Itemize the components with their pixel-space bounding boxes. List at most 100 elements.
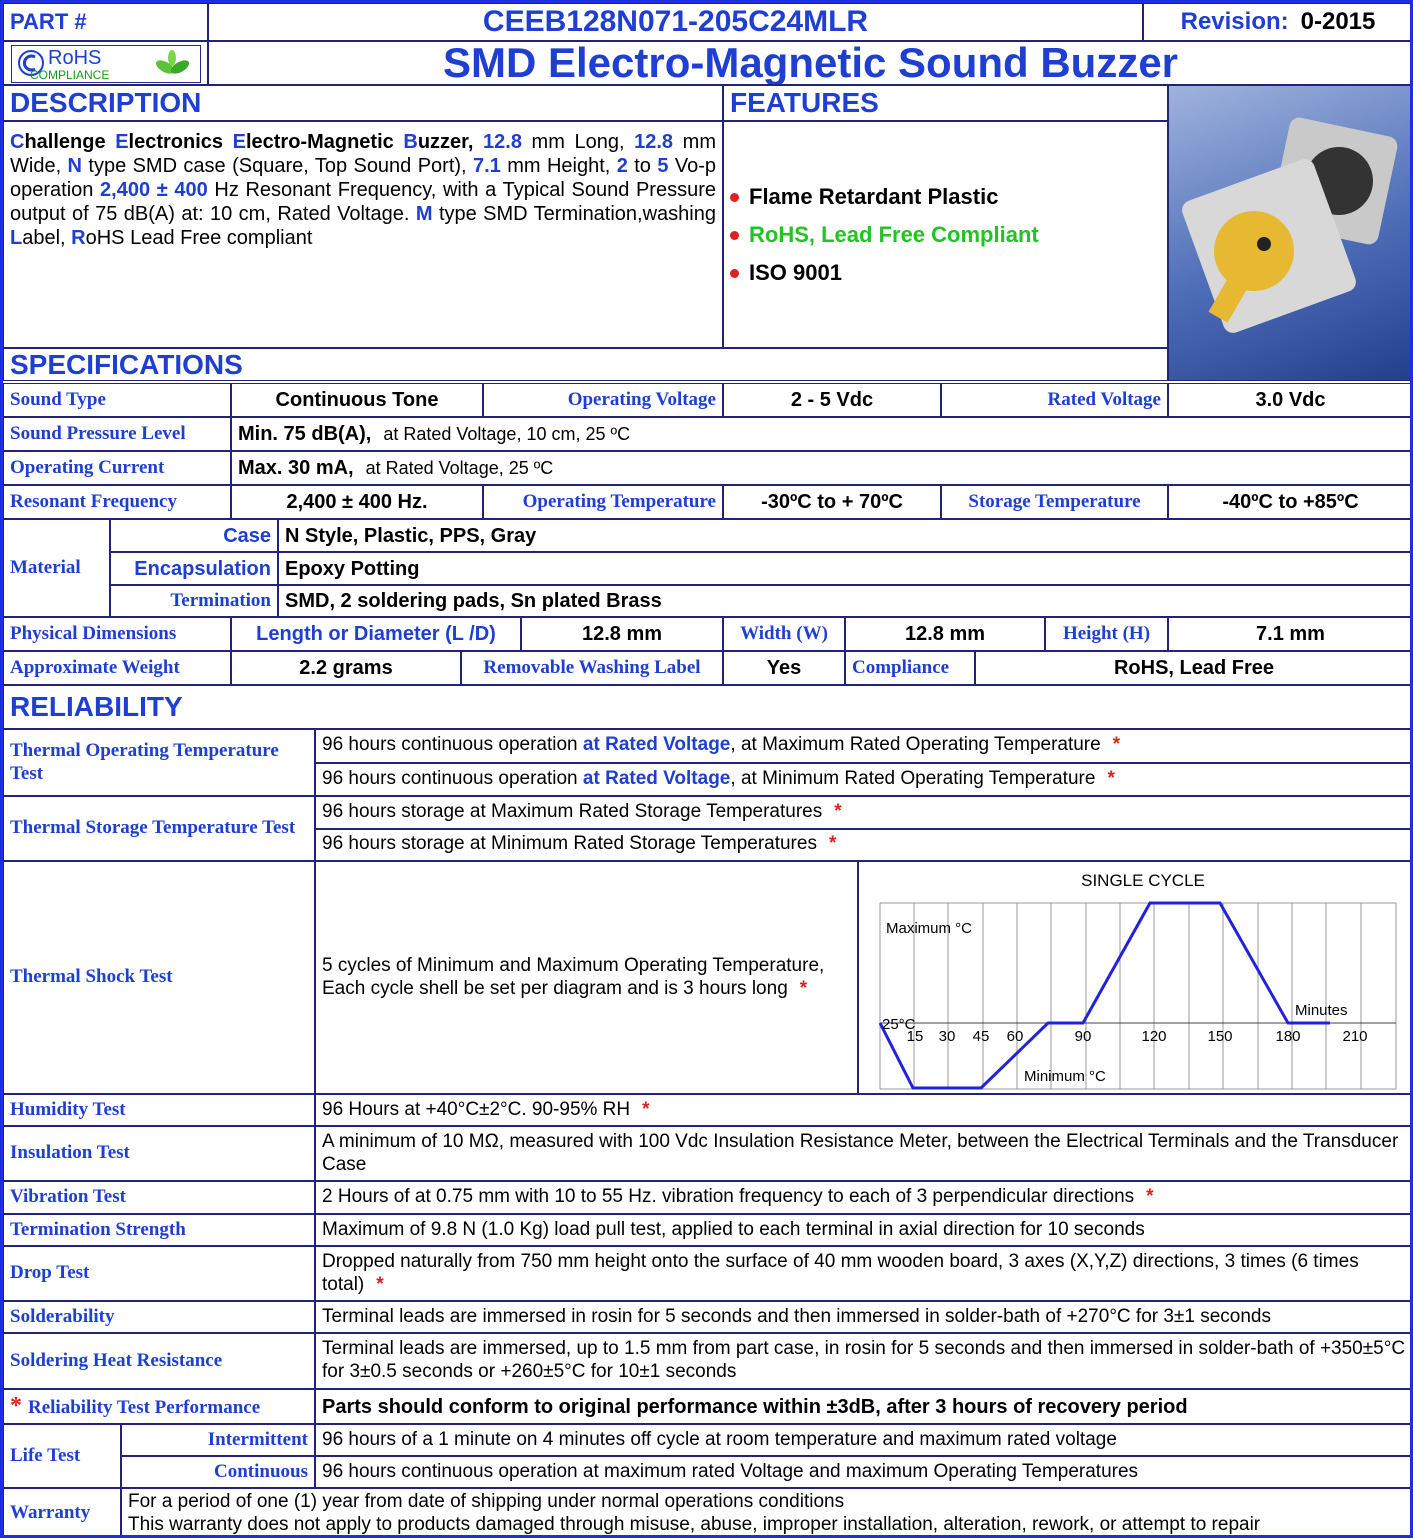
description-text: type SMD case (Square, Top Sound Port), [82, 155, 473, 177]
part-number: CEEB128N071-205C24MLR [208, 3, 1143, 41]
spec-cell-text: Approximate Weight [10, 657, 180, 678]
spec-cell-text: 2 - 5 Vdc [791, 389, 873, 411]
spec-cell-text: Rated Voltage [1048, 389, 1161, 410]
spec-cell-text: 2.2 grams [299, 657, 392, 679]
spec-cell-text: Storage Temperature [968, 491, 1140, 512]
life-text-content: 96 hours continuous operation at maximum… [322, 1461, 1406, 1484]
spec-cell-content: RoHS, Lead Free [982, 656, 1406, 680]
spec-cell-content: Resonant Frequency [10, 491, 224, 514]
test-condition: 96 hours continuous operation at Rated V… [315, 729, 1413, 763]
spec-cell-content: Compliance [852, 657, 968, 680]
spec-cell-content: 2.2 grams [238, 656, 454, 680]
life-sub-label: Continuous [121, 1456, 315, 1488]
section-heading: SPECIFICATIONS [3, 348, 1168, 381]
doc-title-text: SMD Electro-Magnetic Sound Buzzer [443, 41, 1178, 85]
performance-label-text: * [10, 1393, 22, 1419]
test-name-text: Humidity Test [10, 1099, 126, 1120]
spec-cell-content: Operating Temperature [490, 491, 716, 514]
description-text: R [71, 227, 85, 249]
test-name-text: Thermal Shock Test [10, 966, 173, 987]
description-text: E [233, 131, 246, 153]
material-sub-label-text: Encapsulation [134, 558, 271, 580]
test-condition-text: at Rated Voltage [583, 734, 730, 755]
section-heading: FEATURES [723, 85, 1168, 121]
test-condition-content: Terminal leads are immersed, up to 1.5 m… [322, 1338, 1406, 1384]
description-text: E [115, 131, 128, 153]
spec-cell-text: 12.8 mm [905, 623, 985, 645]
spec-cell-text: Sound Type [10, 389, 106, 410]
test-name-text: Vibration Test [10, 1186, 126, 1207]
test-condition-text: * [800, 978, 807, 999]
description-text: 5 [657, 155, 668, 177]
spec-cell-content: Min. 75 dB(A),at Rated Voltage, 10 cm, 2… [238, 422, 1406, 446]
rohs-logo: RoHS COMPLIANCE [11, 45, 201, 83]
spec-cell-text: Compliance [852, 657, 949, 678]
section-heading-text: SPECIFICATIONS [10, 349, 243, 380]
test-condition-text: 5 cycles of Minimum and Maximum Operatin… [322, 955, 824, 999]
spec-cell-text: Physical Dimensions [10, 623, 176, 644]
description-text: N [68, 155, 82, 177]
description-text: lectro-Magnetic [246, 131, 403, 153]
test-condition: Terminal leads are immersed, up to 1.5 m… [315, 1333, 1413, 1389]
spec-cell: Operating Current [3, 451, 231, 485]
test-name-content: Drop Test [10, 1262, 308, 1285]
unit-label: Minutes [1295, 1002, 1348, 1019]
test-condition-text: 96 hours continuous operation [322, 768, 583, 789]
spec-cell-text: Removable Washing Label [483, 657, 700, 678]
test-condition-text: * [829, 833, 836, 854]
test-condition-text: , at Minimum Rated Operating Temperature [730, 768, 1095, 789]
description-text: to [628, 155, 657, 177]
test-condition-content: 5 cycles of Minimum and Maximum Operatin… [322, 955, 851, 1001]
test-condition-content: Dropped naturally from 750 mm height ont… [322, 1251, 1406, 1297]
test-condition-content: 96 hours storage at Minimum Rated Storag… [322, 833, 1406, 856]
test-condition-text: Maximum of 9.8 N (1.0 Kg) load pull test… [322, 1219, 1145, 1240]
revision-text: Revision: [1181, 8, 1289, 35]
spec-cell-text: at Rated Voltage, 10 cm, 25 ºC [383, 424, 630, 444]
spec-cell-content: Approximate Weight [10, 657, 224, 680]
feature-text: ISO 9001 [749, 260, 842, 285]
test-name-text: Insulation Test [10, 1142, 130, 1163]
life-sub-label-content: Continuous [128, 1461, 308, 1484]
test-name-content: Insulation Test [10, 1142, 308, 1165]
spec-cell: Compliance [845, 651, 975, 685]
life-sub-label-content: Intermittent [128, 1429, 308, 1452]
test-condition-text: , at Maximum Rated Operating Temperature [730, 734, 1100, 755]
spec-cell-content: 7.1 mm [1175, 622, 1406, 646]
spec-cell: -30ºC to + 70ºC [723, 485, 941, 519]
spec-cell-content: -40ºC to +85ºC [1175, 490, 1406, 514]
spec-cell-content: Sound Pressure Level [10, 423, 224, 446]
test-name: Soldering Heat Resistance [3, 1333, 315, 1389]
spec-cell: Yes [723, 651, 845, 685]
product-photo [1169, 86, 1412, 380]
spec-cell-content: Storage Temperature [948, 491, 1161, 514]
spec-cell: Length or Diameter (L /D) [231, 617, 521, 651]
spec-cell: 12.8 mm [845, 617, 1045, 651]
spec-cell-content: Removable Washing Label [468, 657, 716, 680]
spec-cell: 3.0 Vdc [1168, 383, 1413, 417]
tick-label: 90 [1075, 1028, 1092, 1045]
spec-cell: Width (W) [723, 617, 845, 651]
performance-label-content: *Reliability Test Performance [10, 1392, 308, 1421]
test-condition-content: 2 Hours of at 0.75 mm with 10 to 55 Hz. … [322, 1186, 1406, 1209]
spec-cell-content: Operating Voltage [490, 389, 716, 412]
spec-cell: Sound Pressure Level [3, 417, 231, 451]
section-heading-text: DESCRIPTION [10, 87, 201, 118]
leaf-icon [152, 47, 192, 81]
spec-cell-text: RoHS, Lead Free [1114, 657, 1274, 679]
description-text: C [10, 131, 24, 153]
test-condition-text: Terminal leads are immersed in rosin for… [322, 1306, 1271, 1327]
test-condition: Terminal leads are immersed in rosin for… [315, 1301, 1413, 1333]
description-content: Challenge Electronics Electro-Magnetic B… [10, 130, 716, 250]
life-label: Life Test [3, 1424, 121, 1488]
test-name-text: Soldering Heat Resistance [10, 1350, 222, 1371]
performance-text-content: Parts should conform to original perform… [322, 1395, 1406, 1419]
photo-drawing [1169, 86, 1412, 380]
tick-label: 120 [1141, 1028, 1166, 1045]
test-condition-content: 96 hours continuous operation at Rated V… [322, 768, 1406, 791]
spec-cell-text: at Rated Voltage, 25 ºC [366, 458, 554, 478]
test-name: Termination Strength [3, 1214, 315, 1246]
life-text-text: 96 hours of a 1 minute on 4 minutes off … [322, 1429, 1117, 1450]
test-condition-text: 96 Hours at +40°C±2°C. 90-95% RH [322, 1099, 630, 1120]
test-name: Thermal Shock Test [3, 861, 315, 1094]
